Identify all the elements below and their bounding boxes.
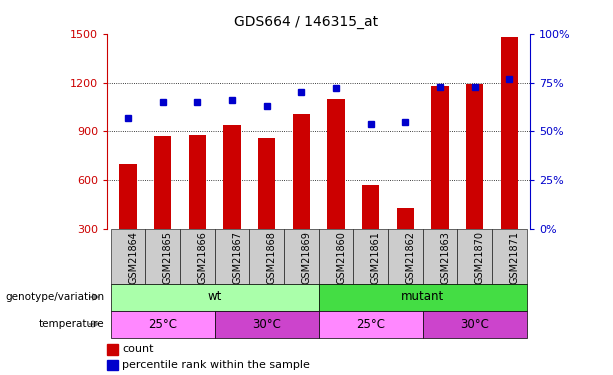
FancyBboxPatch shape <box>111 229 145 284</box>
FancyBboxPatch shape <box>249 229 284 284</box>
Bar <box>154 136 172 229</box>
Bar <box>107 344 118 355</box>
Text: GSM21866: GSM21866 <box>197 231 207 284</box>
FancyBboxPatch shape <box>423 310 527 338</box>
FancyBboxPatch shape <box>319 284 527 310</box>
Text: temperature: temperature <box>39 319 104 329</box>
Text: 30°C: 30°C <box>460 318 489 330</box>
Bar <box>362 185 379 229</box>
Text: GDS664 / 146315_at: GDS664 / 146315_at <box>234 15 379 29</box>
FancyBboxPatch shape <box>215 229 249 284</box>
FancyBboxPatch shape <box>457 229 492 284</box>
Text: GSM21861: GSM21861 <box>371 231 381 284</box>
Bar <box>432 86 449 229</box>
Text: GSM21860: GSM21860 <box>336 231 346 284</box>
Text: GSM21868: GSM21868 <box>267 231 276 284</box>
Text: count: count <box>122 345 154 354</box>
Bar <box>189 135 206 229</box>
FancyBboxPatch shape <box>111 284 319 310</box>
Bar <box>501 37 518 229</box>
Bar <box>258 138 275 229</box>
Text: GSM21869: GSM21869 <box>302 231 311 284</box>
Text: 25°C: 25°C <box>356 318 385 330</box>
Text: GSM21863: GSM21863 <box>440 231 450 284</box>
Text: GSM21867: GSM21867 <box>232 231 242 284</box>
Bar <box>223 125 241 229</box>
Text: 30°C: 30°C <box>253 318 281 330</box>
FancyBboxPatch shape <box>215 310 319 338</box>
Text: genotype/variation: genotype/variation <box>5 292 104 302</box>
FancyBboxPatch shape <box>388 229 423 284</box>
Text: GSM21862: GSM21862 <box>405 231 416 284</box>
Bar <box>293 114 310 229</box>
FancyBboxPatch shape <box>145 229 180 284</box>
FancyBboxPatch shape <box>284 229 319 284</box>
FancyBboxPatch shape <box>319 310 423 338</box>
Text: mutant: mutant <box>401 291 444 303</box>
Text: 25°C: 25°C <box>148 318 177 330</box>
Text: percentile rank within the sample: percentile rank within the sample <box>122 360 310 370</box>
Bar <box>107 360 118 370</box>
Text: GSM21870: GSM21870 <box>475 231 485 284</box>
Text: GSM21864: GSM21864 <box>128 231 138 284</box>
FancyBboxPatch shape <box>180 229 215 284</box>
Bar <box>466 84 484 229</box>
FancyBboxPatch shape <box>319 229 354 284</box>
Text: GSM21871: GSM21871 <box>509 231 519 284</box>
Bar <box>120 164 137 229</box>
Bar <box>327 99 345 229</box>
FancyBboxPatch shape <box>111 310 215 338</box>
FancyBboxPatch shape <box>354 229 388 284</box>
Text: GSM21865: GSM21865 <box>162 231 173 284</box>
Text: wt: wt <box>208 291 222 303</box>
FancyBboxPatch shape <box>492 229 527 284</box>
Bar <box>397 208 414 229</box>
FancyBboxPatch shape <box>423 229 457 284</box>
